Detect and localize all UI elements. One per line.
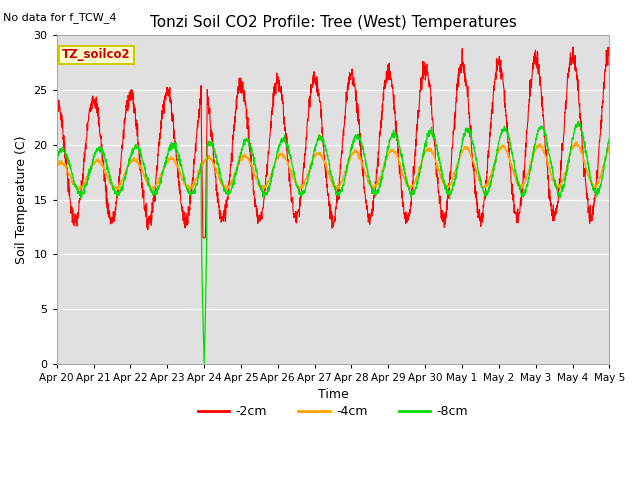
-4cm (557, 182, 564, 188)
Line: -8cm: -8cm (57, 121, 609, 363)
-4cm (573, 139, 580, 144)
-8cm (349, 138, 357, 144)
-2cm (199, 235, 207, 241)
X-axis label: Time: Time (317, 388, 348, 401)
-8cm (572, 124, 580, 130)
-4cm (572, 141, 580, 147)
-8cm (53, 157, 61, 163)
Y-axis label: Soil Temperature (C): Soil Temperature (C) (15, 135, 28, 264)
-8cm (362, 156, 369, 162)
-8cm (605, 135, 613, 141)
Text: TZ_soilco2: TZ_soilco2 (62, 48, 131, 61)
Line: -2cm: -2cm (57, 47, 609, 238)
-8cm (207, 143, 215, 149)
-4cm (362, 168, 369, 174)
-4cm (53, 161, 61, 167)
-4cm (207, 156, 215, 162)
-2cm (362, 193, 369, 199)
-4cm (349, 149, 357, 155)
-2cm (573, 67, 580, 73)
-2cm (349, 78, 357, 84)
-8cm (557, 190, 564, 196)
-4cm (74, 188, 81, 194)
-4cm (605, 143, 613, 148)
Legend: -2cm, -4cm, -8cm: -2cm, -4cm, -8cm (193, 400, 473, 423)
-2cm (557, 164, 564, 170)
-8cm (494, 148, 502, 154)
-8cm (200, 360, 208, 366)
-4cm (494, 150, 502, 156)
Title: Tonzi Soil CO2 Profile: Tree (West) Temperatures: Tonzi Soil CO2 Profile: Tree (West) Temp… (150, 15, 516, 30)
-2cm (207, 134, 215, 140)
Text: No data for f_TCW_4: No data for f_TCW_4 (3, 12, 116, 23)
-8cm (574, 119, 582, 124)
-2cm (53, 91, 61, 96)
-2cm (494, 62, 502, 68)
-2cm (605, 54, 613, 60)
-2cm (569, 44, 577, 50)
Line: -4cm: -4cm (57, 142, 609, 191)
